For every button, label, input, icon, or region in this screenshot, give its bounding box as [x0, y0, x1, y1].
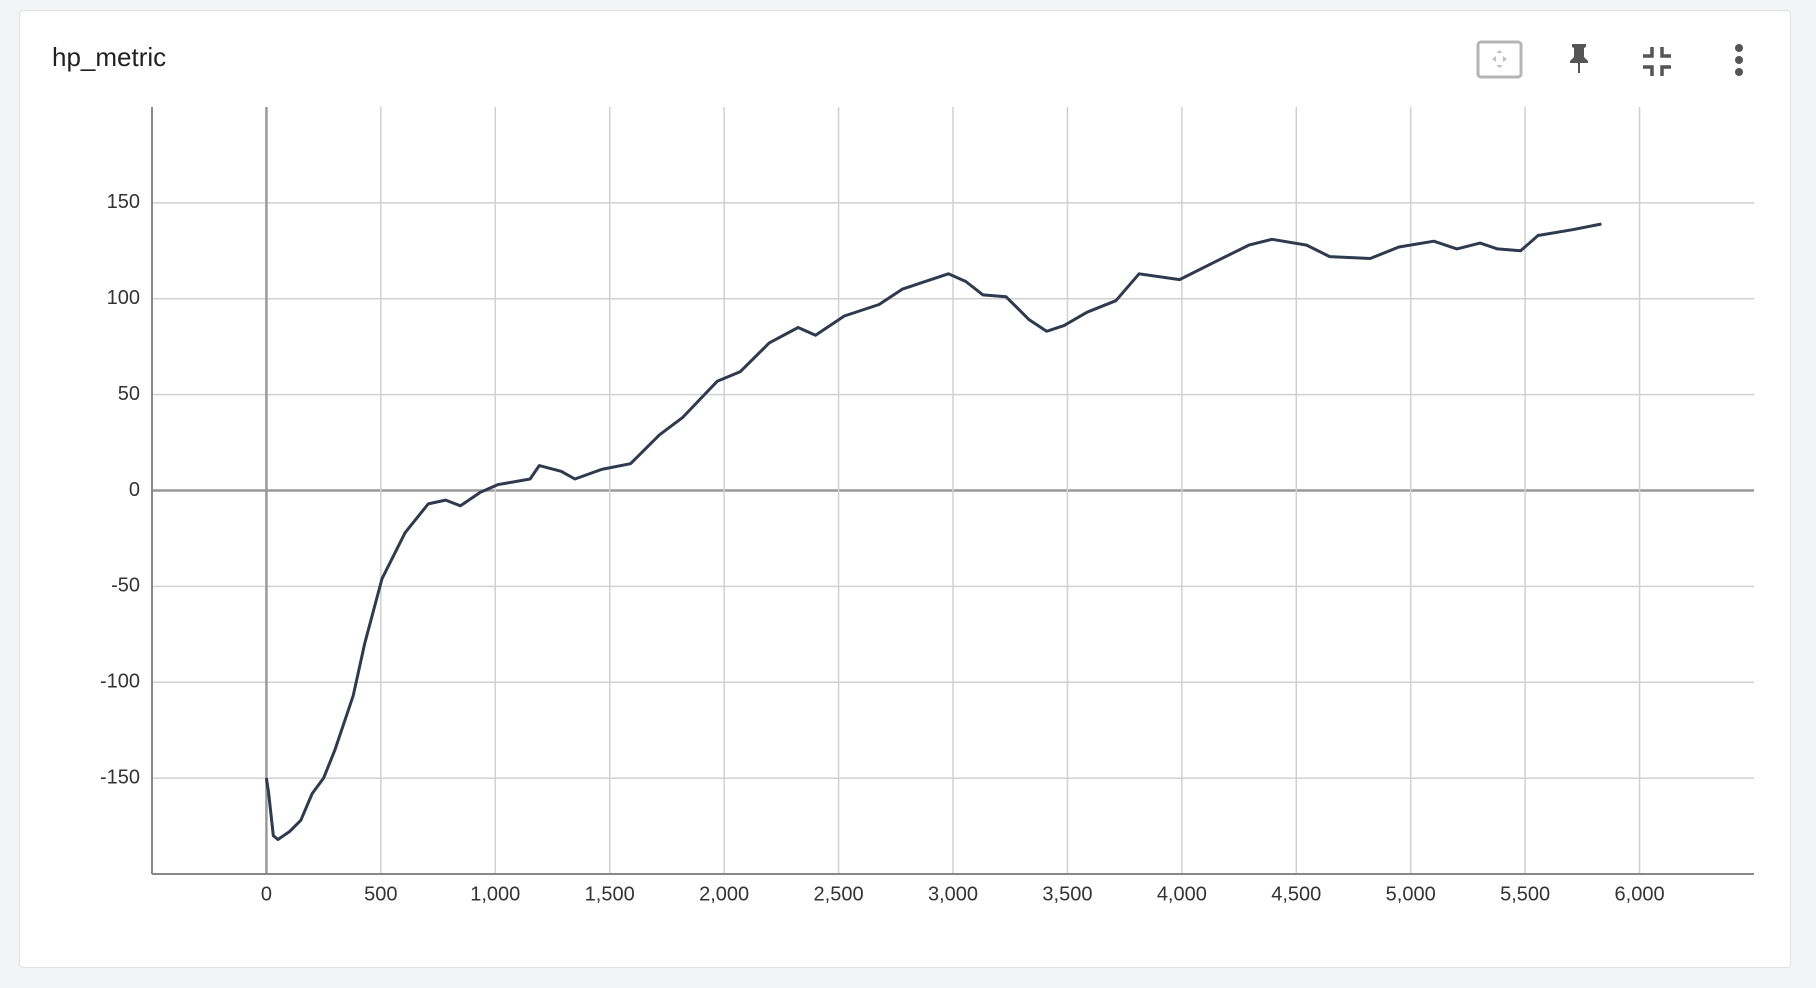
x-tick-label: 5,000 [1386, 883, 1436, 905]
card [19, 10, 1791, 968]
x-tick-label: 4,500 [1271, 883, 1321, 905]
x-tick-label: 1,000 [470, 883, 520, 905]
x-tick-label: 2,500 [814, 883, 864, 905]
y-tick-label: -150 [100, 766, 140, 788]
collapse-button[interactable] [1643, 47, 1671, 76]
x-tick-label: 500 [364, 883, 397, 905]
y-tick-label: 0 [129, 479, 140, 501]
x-tick-label: 3,000 [928, 883, 978, 905]
y-tick-label: 100 [107, 287, 140, 309]
x-tick-label: 3,500 [1042, 883, 1092, 905]
y-tick-label: -50 [111, 575, 140, 597]
y-tick-label: 150 [107, 191, 140, 213]
series-line [264, 222, 1602, 841]
y-tick-label: 50 [118, 383, 140, 405]
fit-button[interactable] [1476, 40, 1523, 79]
chart-title: hp_metric [52, 42, 166, 72]
y-tick-label: -100 [100, 671, 140, 693]
x-tick-label: 1,500 [585, 883, 635, 905]
x-tick-label: 4,000 [1157, 883, 1207, 905]
pin-button[interactable] [1570, 44, 1588, 73]
more-button[interactable] [1735, 44, 1743, 76]
x-tick-label: 5,500 [1500, 883, 1550, 905]
x-tick-label: 0 [261, 883, 272, 905]
x-tick-label: 2,000 [699, 883, 749, 905]
x-tick-label: 6,000 [1615, 883, 1665, 905]
